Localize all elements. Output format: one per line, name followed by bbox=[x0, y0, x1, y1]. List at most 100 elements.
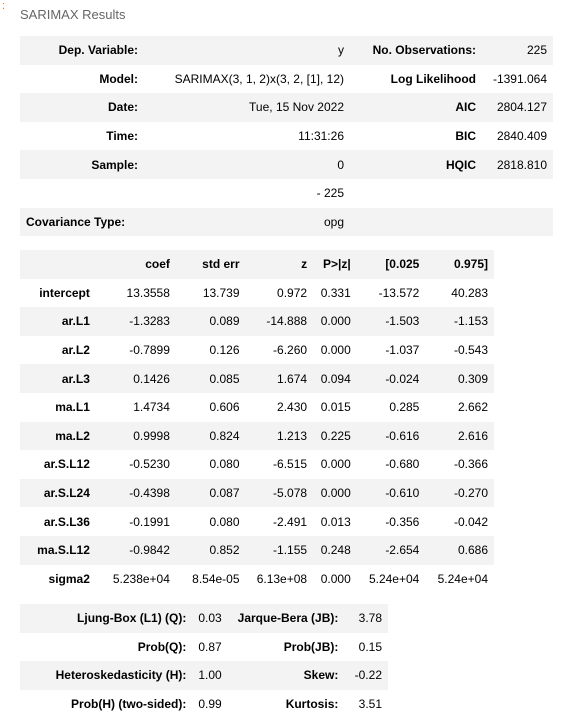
diagnostic-label: Heteroskedasticity (H): bbox=[20, 661, 193, 690]
diagnostic-row: Ljung-Box (L1) (Q): 0.03 Jarque-Bera (JB):… bbox=[20, 604, 388, 633]
summary-value: 11:31:26 bbox=[298, 129, 344, 144]
coef-row: intercept 13.3558 13.739 0.972 0.331 -13.572 4… bbox=[20, 279, 494, 308]
summary-value: Tue, 15 Nov 2022 bbox=[144, 93, 350, 122]
model-summary-table: Dep. Variable: y No. Observations: 225 Model… bbox=[20, 36, 553, 237]
coef-value-cell: -0.042 bbox=[453, 514, 488, 529]
coef-value-cell: -0.9842 bbox=[95, 535, 176, 565]
diagnostic-value: 3.78 bbox=[344, 604, 388, 633]
coef-value-cell: -0.366 bbox=[453, 457, 488, 472]
summary-label: Log Likelihood bbox=[390, 71, 476, 86]
coef-value-cell: 0.972 bbox=[277, 285, 308, 300]
coef-term-label: ma.L2 bbox=[20, 421, 96, 451]
coef-value-cell: 40.283 bbox=[451, 285, 488, 300]
coef-value-cell: 5.238e+04 bbox=[112, 571, 170, 586]
coef-value-cell: -1.503 bbox=[356, 307, 426, 336]
diagnostic-value: 0.99 bbox=[198, 697, 222, 712]
summary-value: 2840.409 bbox=[496, 129, 547, 144]
summary-label bbox=[350, 207, 482, 237]
summary-label: Time: bbox=[106, 129, 138, 144]
diagnostic-row: Prob(Q): 0.87 Prob(JB): 0.15 bbox=[20, 633, 388, 662]
coef-value-cell: 0.000 bbox=[313, 478, 357, 508]
coef-value-cell: -2.491 bbox=[273, 514, 308, 529]
summary-row: Covariance Type: opg bbox=[20, 207, 553, 237]
diagnostic-value: 0.03 bbox=[192, 604, 228, 633]
summary-label: No. Observations: bbox=[350, 36, 482, 65]
summary-value bbox=[482, 207, 553, 237]
coef-term-label: ma.S.L12 bbox=[20, 535, 96, 565]
summary-label bbox=[350, 179, 482, 208]
coef-header-cell: [0.025 bbox=[356, 250, 426, 279]
coef-value-cell: -0.1991 bbox=[129, 514, 170, 529]
coef-row: ar.S.L12 -0.5230 0.080 -6.515 0.000 -0.680 -0.… bbox=[20, 450, 494, 479]
coef-value-cell: -1.153 bbox=[425, 307, 494, 336]
coef-value-cell: -0.543 bbox=[453, 343, 488, 358]
coef-value-cell: 0.015 bbox=[320, 400, 351, 415]
coef-value-cell: 0.248 bbox=[313, 535, 357, 565]
diagnostic-row: Heteroskedasticity (H): 1.00 Skew: -0.22 bbox=[20, 661, 388, 690]
summary-label: BIC bbox=[455, 129, 476, 144]
coef-value-cell: -1.037 bbox=[385, 343, 420, 358]
coef-term-label: ar.S.L24 bbox=[20, 478, 96, 508]
summary-value: - 225 bbox=[316, 186, 344, 201]
summary-row: Date: Tue, 15 Nov 2022 AIC 2804.127 bbox=[20, 93, 553, 122]
summary-label: Sample: bbox=[20, 150, 144, 179]
coef-term-label: ar.L2 bbox=[61, 343, 90, 358]
diagnostic-row: Prob(H) (two-sided): 0.99 Kurtosis: 3.51 bbox=[20, 690, 388, 718]
coef-value-cell: 2.616 bbox=[425, 421, 494, 451]
coef-value-cell: -0.4398 bbox=[95, 478, 176, 508]
coef-value-cell: 5.24e+04 bbox=[437, 571, 488, 586]
coef-value-cell: 0.000 bbox=[320, 343, 351, 358]
coef-value-cell: 0.126 bbox=[209, 343, 240, 358]
coef-header-cell: std err bbox=[175, 250, 246, 279]
coef-value-cell: -14.888 bbox=[245, 307, 314, 336]
coef-value-cell: 13.3558 bbox=[126, 285, 170, 300]
coef-value-cell: 0.1426 bbox=[95, 364, 176, 393]
coef-header-cell: P>|z| bbox=[313, 250, 357, 279]
summary-row: - 225 bbox=[20, 179, 553, 208]
coef-term-label: ar.L3 bbox=[20, 364, 96, 393]
coef-row: ar.L3 0.1426 0.085 1.674 0.094 -0.024 0.309 bbox=[20, 364, 494, 393]
coef-value-cell: 1.4734 bbox=[133, 400, 170, 415]
results-caption: SARIMAX Results bbox=[20, 7, 126, 22]
coef-value-cell: 2.430 bbox=[277, 400, 308, 415]
coef-value-cell: 0.824 bbox=[175, 421, 246, 451]
diagnostic-label: Prob(H) (two-sided): bbox=[71, 697, 187, 712]
summary-value: 2804.127 bbox=[482, 93, 553, 122]
coef-value-cell: 0.225 bbox=[313, 421, 357, 451]
coef-value-cell: 1.213 bbox=[245, 421, 314, 451]
coef-value-cell: -5.078 bbox=[245, 478, 314, 508]
coef-value-cell: 0.285 bbox=[389, 400, 420, 415]
coef-value-cell: -0.024 bbox=[356, 364, 426, 393]
diagnostic-label: Kurtosis: bbox=[285, 697, 339, 712]
coef-row: ar.L2 -0.7899 0.126 -6.260 0.000 -1.037 -0.543 bbox=[20, 336, 494, 365]
coef-value-cell: 5.24e+04 bbox=[368, 571, 420, 586]
summary-label: Dep. Variable: bbox=[20, 36, 144, 65]
coef-header-cell: coef bbox=[95, 250, 176, 279]
coef-value-cell: 0.089 bbox=[175, 307, 246, 336]
coef-term-label: ar.L1 bbox=[20, 307, 96, 336]
coef-header-cell: 0.975] bbox=[425, 250, 494, 279]
coef-term-label: ar.S.L12 bbox=[43, 457, 90, 472]
summary-label: Date: bbox=[20, 93, 144, 122]
coef-value-cell: 0.080 bbox=[209, 457, 240, 472]
coef-term-label: intercept bbox=[39, 285, 90, 300]
summary-value bbox=[482, 179, 553, 208]
coef-value-cell: -0.5230 bbox=[129, 457, 170, 472]
coef-value-cell: 0.309 bbox=[425, 364, 494, 393]
coef-value-cell: -0.610 bbox=[356, 478, 426, 508]
summary-value: -1391.064 bbox=[492, 71, 547, 86]
coef-value-cell: -6.515 bbox=[273, 457, 308, 472]
coef-value-cell: -1.155 bbox=[245, 535, 314, 565]
summary-label: Covariance Type: bbox=[20, 207, 144, 237]
coef-row: ar.S.L24 -0.4398 0.087 -5.078 0.000 -0.610 -0.… bbox=[20, 478, 494, 508]
coef-row: sigma2 5.238e+04 8.54e-05 6.13e+08 0.000 5.24… bbox=[20, 565, 494, 594]
coef-value-cell: -1.3283 bbox=[95, 307, 176, 336]
diagnostic-value: 0.87 bbox=[198, 639, 222, 654]
summary-label: Model: bbox=[99, 71, 138, 86]
summary-label: HQIC bbox=[350, 150, 482, 179]
summary-row: Model: SARIMAX(3, 1, 2)x(3, 2, [1], 12) Lo… bbox=[20, 65, 553, 94]
coef-value-cell: 6.13e+08 bbox=[256, 571, 308, 586]
summary-label bbox=[20, 179, 144, 208]
coef-value-cell: 8.54e-05 bbox=[192, 571, 240, 586]
coef-value-cell: 0.852 bbox=[175, 535, 246, 565]
